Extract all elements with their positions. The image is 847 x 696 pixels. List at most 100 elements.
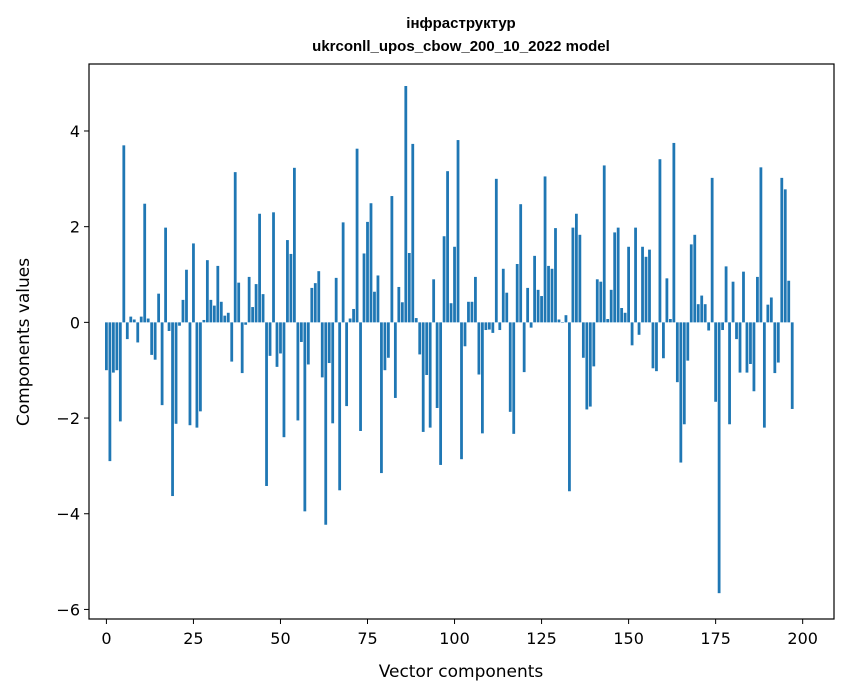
- x-tick-label: 75: [357, 629, 377, 648]
- bar-135: [574, 213, 578, 323]
- bar-131: [561, 322, 564, 323]
- bar-97: [442, 236, 446, 323]
- bar-73: [359, 322, 362, 431]
- x-tick-label: 50: [270, 629, 290, 648]
- bar-10: [139, 316, 143, 323]
- bar-20: [174, 322, 178, 424]
- bar-75: [366, 221, 369, 323]
- bar-164: [675, 322, 679, 383]
- bar-78: [376, 275, 380, 323]
- bar-145: [609, 289, 613, 323]
- bar-167: [686, 322, 690, 361]
- bar-6: [125, 322, 129, 340]
- bar-48: [272, 212, 275, 323]
- bar-74: [362, 253, 366, 323]
- bar-47: [268, 322, 272, 356]
- bar-172: [703, 304, 707, 323]
- bar-57: [303, 322, 307, 512]
- bar-179: [728, 322, 731, 425]
- bar-43: [254, 284, 258, 323]
- x-axis: 0 25 50 75 100 125 150 175 200: [101, 619, 818, 648]
- bar-36: [230, 322, 234, 362]
- bar-35: [226, 312, 230, 323]
- bar-141: [595, 279, 599, 323]
- bar-186: [752, 322, 756, 392]
- bar-126: [543, 176, 547, 323]
- bar-165: [679, 322, 683, 463]
- bar-64: [327, 322, 331, 364]
- bar-109: [484, 322, 488, 331]
- bar-series: [105, 86, 794, 594]
- bar-65: [331, 322, 335, 424]
- bar-89: [414, 318, 418, 323]
- bar-134: [571, 227, 575, 323]
- bar-41: [247, 276, 251, 323]
- bar-98: [446, 171, 449, 323]
- bar-0: [105, 322, 108, 371]
- bar-42: [251, 307, 255, 323]
- bar-116: [508, 322, 512, 412]
- bar-9: [136, 322, 140, 343]
- bar-88: [411, 143, 415, 323]
- y-axis-label: Components values: [14, 258, 34, 426]
- bar-8: [132, 319, 136, 323]
- x-tick-label: 175: [700, 629, 731, 648]
- bar-142: [599, 281, 603, 323]
- chart-title-line2: ukrconll_upos_cbow_200_10_2022 model: [312, 38, 610, 55]
- bar-150: [627, 246, 630, 323]
- bar-54: [293, 167, 296, 323]
- bar-95: [435, 322, 439, 408]
- bar-29: [205, 260, 209, 323]
- bar-138: [585, 322, 589, 410]
- bar-151: [630, 322, 634, 346]
- bar-146: [613, 232, 617, 323]
- bar-32: [216, 265, 220, 323]
- bar-108: [481, 322, 484, 434]
- bar-40: [244, 322, 248, 325]
- bar-106: [474, 276, 477, 323]
- bar-118: [515, 263, 519, 323]
- bar-175: [714, 322, 718, 402]
- bar-166: [682, 322, 686, 425]
- bar-30: [209, 299, 213, 323]
- bar-15: [157, 293, 161, 323]
- bar-12: [146, 318, 150, 323]
- bar-31: [212, 305, 216, 323]
- bar-39: [240, 322, 244, 374]
- bar-133: [568, 322, 571, 492]
- bar-27: [199, 322, 202, 412]
- bar-7: [129, 316, 133, 323]
- bar-136: [578, 234, 582, 323]
- bar-38: [237, 282, 241, 323]
- bar-155: [644, 256, 648, 323]
- bar-80: [383, 322, 387, 371]
- bar-5: [122, 145, 126, 323]
- bar-137: [581, 322, 585, 358]
- bar-94: [432, 279, 436, 323]
- bar-180: [731, 281, 735, 323]
- bar-188: [759, 167, 763, 323]
- bar-66: [334, 277, 338, 323]
- bar-60: [313, 283, 317, 323]
- bar-87: [407, 252, 411, 323]
- bar-19: [171, 322, 174, 497]
- bar-91: [421, 322, 425, 432]
- bar-72: [355, 148, 359, 323]
- bar-33: [219, 301, 223, 323]
- bar-1: [108, 322, 112, 462]
- bar-190: [766, 304, 770, 323]
- bar-121: [526, 287, 530, 323]
- bar-156: [648, 249, 651, 323]
- bar-50: [279, 322, 282, 354]
- bar-37: [233, 172, 237, 323]
- bar-53: [289, 253, 293, 323]
- bar-140: [592, 322, 596, 367]
- bar-83: [393, 322, 397, 398]
- bar-62: [320, 322, 324, 378]
- plot-frame: [88, 63, 835, 620]
- bar-103: [463, 322, 467, 347]
- bar-161: [665, 278, 669, 323]
- x-tick-label: 125: [526, 629, 557, 648]
- bar-183: [742, 271, 745, 323]
- bar-59: [310, 287, 314, 323]
